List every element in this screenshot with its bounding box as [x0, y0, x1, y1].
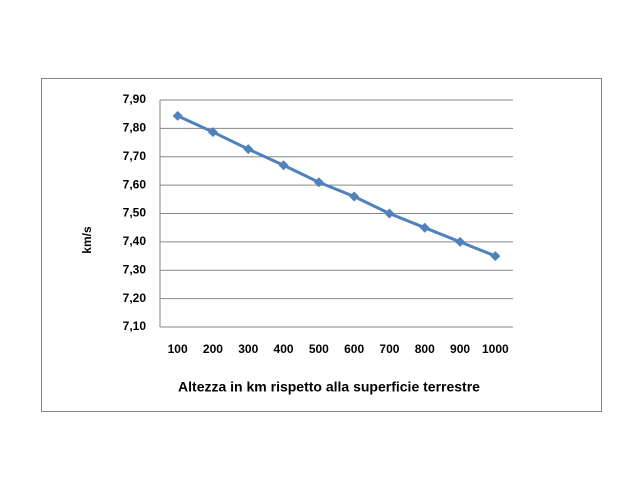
- x-tick-label: 200: [203, 342, 223, 356]
- x-axis-label: Altezza in km rispetto alla superficie t…: [178, 379, 480, 395]
- x-tick-label: 500: [309, 342, 329, 356]
- y-tick-label: 7,80: [123, 121, 147, 135]
- data-point: [384, 208, 395, 219]
- data-point: [490, 251, 501, 262]
- y-tick-label: 7,30: [123, 262, 147, 276]
- data-point: [207, 127, 218, 138]
- x-tick-label: 1000: [482, 342, 509, 356]
- y-tick-label: 7,50: [123, 206, 147, 220]
- y-tick-label: 7,10: [123, 319, 147, 333]
- data-point: [278, 160, 289, 171]
- data-point: [455, 236, 466, 247]
- y-tick-label: 7,60: [123, 177, 147, 191]
- x-tick-label: 600: [344, 342, 364, 356]
- x-tick-label: 900: [450, 342, 470, 356]
- data-point: [419, 222, 430, 233]
- chart-frame: [41, 78, 602, 412]
- y-tick-label: 7,20: [123, 291, 147, 305]
- data-point: [313, 177, 324, 188]
- data-point: [349, 191, 360, 202]
- y-tick-label: 7,90: [123, 92, 147, 106]
- y-tick-label: 7,40: [123, 234, 147, 248]
- data-line: [177, 114, 496, 258]
- y-axis-label: km/s: [80, 226, 94, 254]
- x-tick-label: 800: [415, 342, 435, 356]
- data-point: [243, 144, 254, 155]
- x-tick-label: 400: [274, 342, 294, 356]
- y-tick-label: 7,70: [123, 149, 147, 163]
- x-tick-label: 100: [168, 342, 188, 356]
- x-tick-label: 700: [379, 342, 399, 356]
- x-tick-label: 300: [238, 342, 258, 356]
- data-point: [172, 110, 183, 121]
